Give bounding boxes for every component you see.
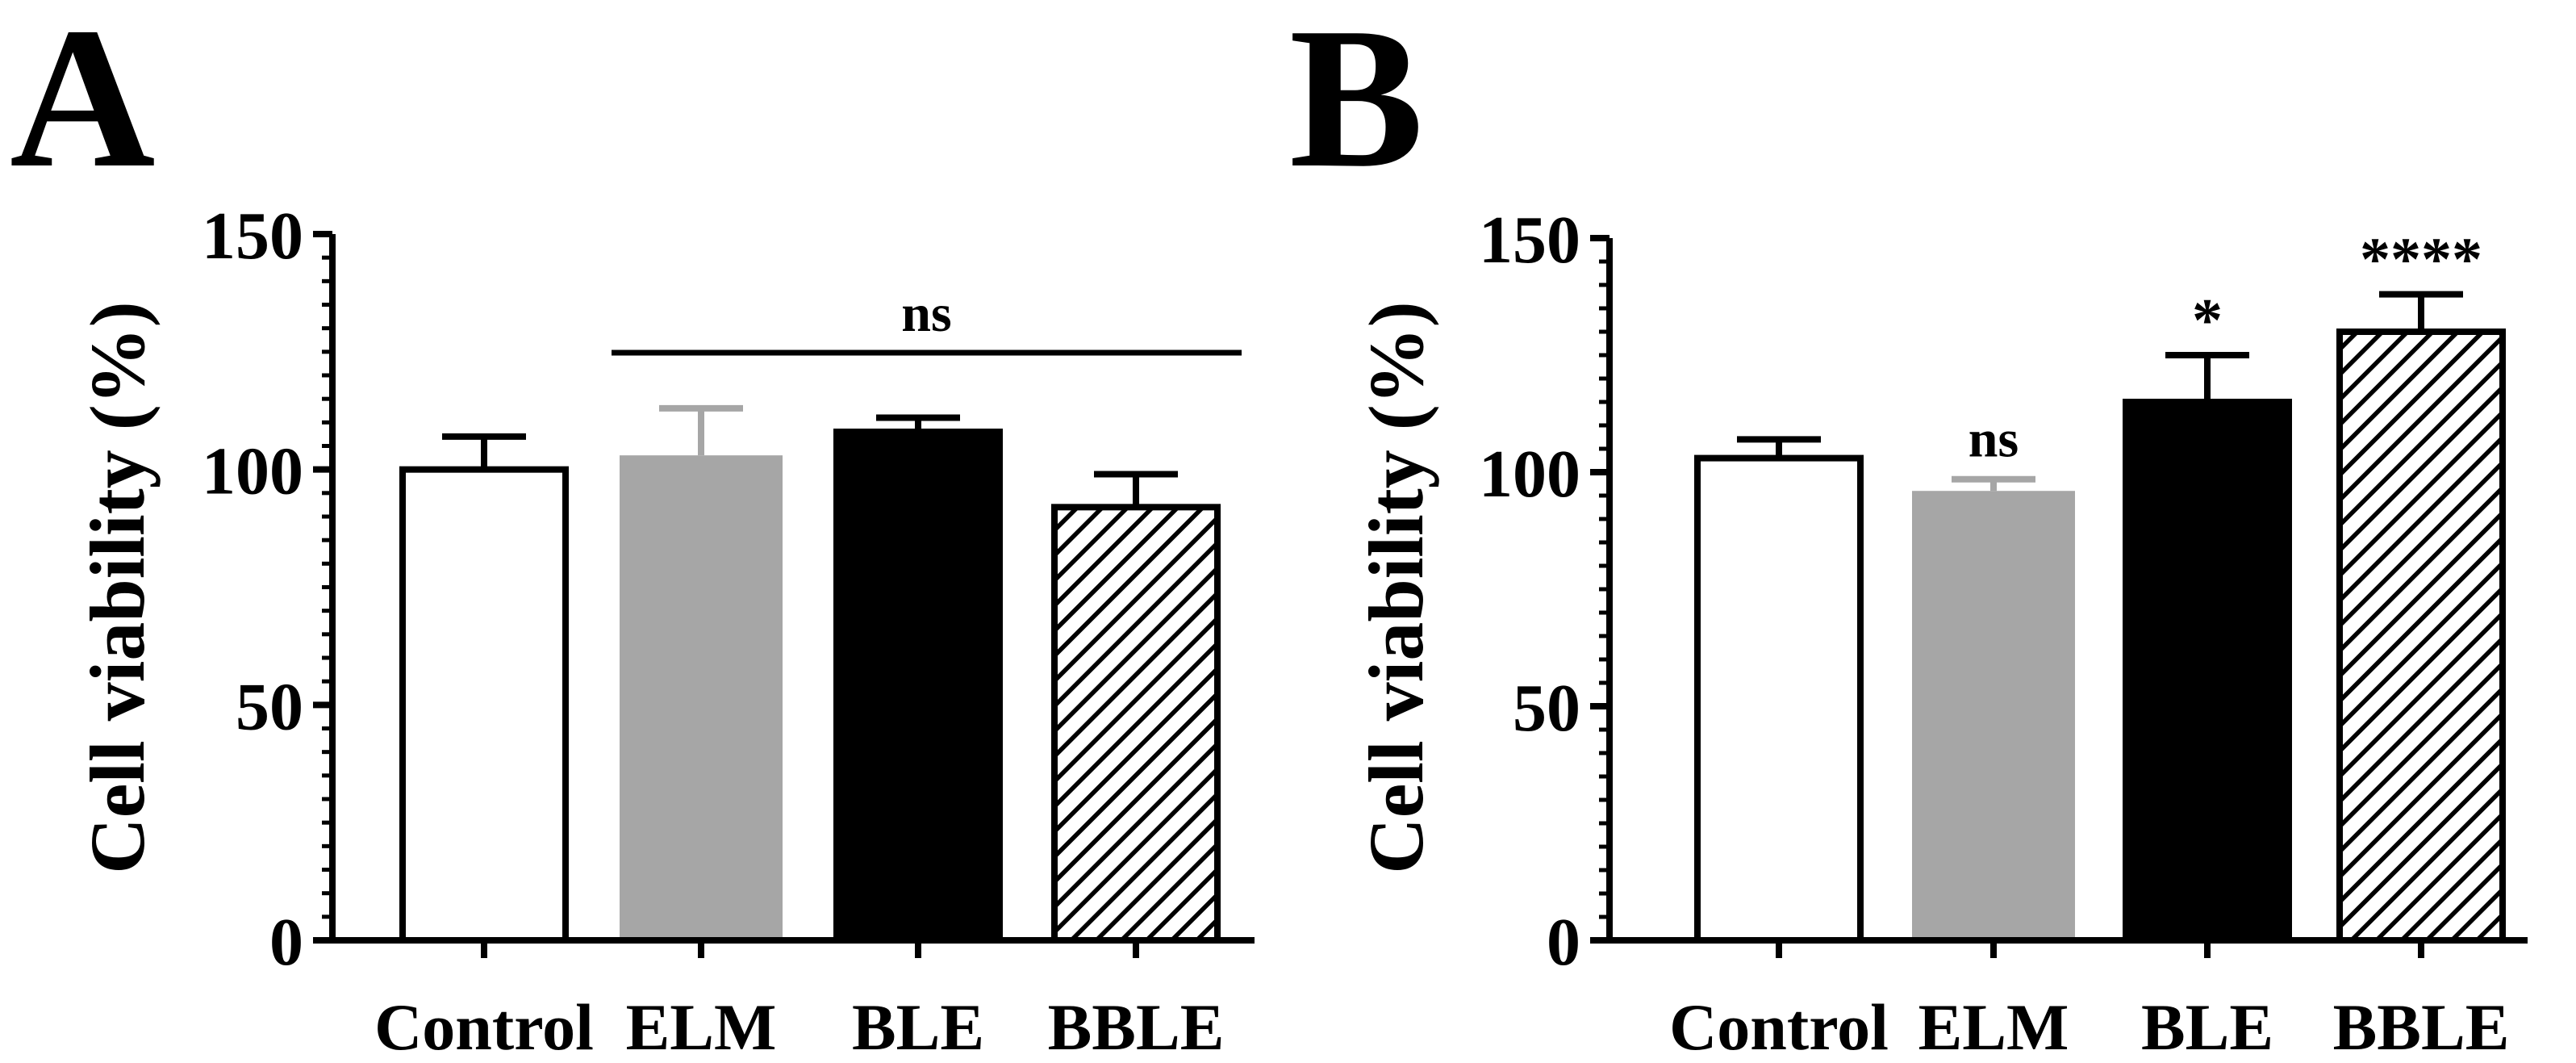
x-tick-label-bble: BBLE [2333, 990, 2510, 1063]
y-tick-label-100: 100 [202, 434, 303, 509]
x-tick-label-elm: ELM [1918, 990, 2069, 1063]
x-tick-label-control: Control [374, 990, 594, 1063]
panel-a-y-axis-title: Cell viability (%) [74, 301, 161, 873]
bar-ble [833, 429, 1003, 944]
panel-a: A Cell viability (%) 0 50 100 150 Control ELM… [10, 0, 1255, 1063]
x-tick-label-ble: BLE [852, 990, 984, 1063]
significance-label: ns [901, 284, 951, 343]
x-tick-label-ble: BLE [2141, 990, 2273, 1063]
y-tick-label-150: 150 [1479, 203, 1580, 278]
x-tick-label-bble: BBLE [1048, 990, 1225, 1063]
y-tick-label-150: 150 [202, 199, 303, 274]
bar-bble [2336, 329, 2506, 944]
bar-control [1694, 454, 1864, 944]
panel-a-letter: A [10, 0, 156, 210]
bar-control [399, 466, 569, 944]
significance-label-bble: **** [2360, 226, 2482, 294]
y-tick-label-0: 0 [269, 905, 303, 980]
y-tick-label-50: 50 [236, 669, 303, 744]
panel-b-letter: B [1289, 0, 1424, 210]
x-tick-label-control: Control [1669, 990, 1889, 1063]
bar-elm [620, 455, 783, 940]
bar-ble [2123, 399, 2292, 944]
y-tick-label-50: 50 [1513, 671, 1580, 746]
significance-label-ble: * [2192, 287, 2223, 354]
bar-elm [1912, 491, 2075, 940]
bar-bble [1051, 504, 1221, 944]
significance-label-elm: ns [1969, 410, 2019, 469]
panel-b-y-axis-title: Cell viability (%) [1353, 301, 1439, 873]
panel-b: B Cell viability (%) 0 50 100 150 Control ELM… [1289, 0, 2528, 1063]
x-tick-label-elm: ELM [626, 990, 777, 1063]
y-tick-label-100: 100 [1479, 437, 1580, 512]
y-tick-label-0: 0 [1547, 905, 1580, 980]
